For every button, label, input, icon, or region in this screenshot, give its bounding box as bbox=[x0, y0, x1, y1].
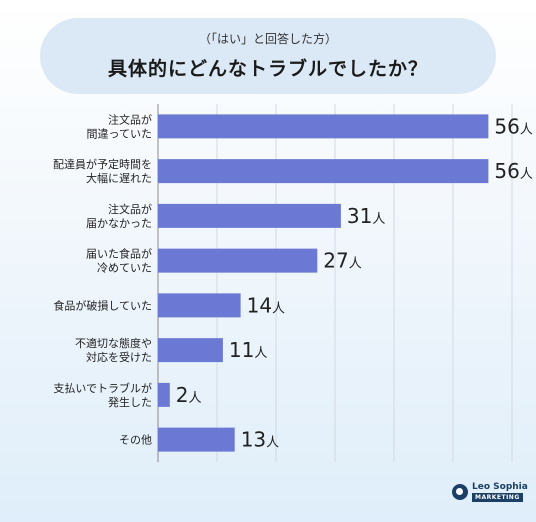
brand-logo: Leo Sophia MARKETING bbox=[452, 482, 528, 504]
value-label: 14人 bbox=[247, 293, 285, 317]
chart-subtitle: （「はい」と回答した方） bbox=[198, 32, 337, 46]
bar bbox=[158, 293, 241, 318]
bar bbox=[158, 248, 318, 273]
value-label: 56人 bbox=[494, 114, 532, 138]
value-label: 27人 bbox=[323, 249, 361, 273]
value-label: 56人 bbox=[494, 159, 532, 183]
bar bbox=[158, 203, 341, 228]
category-label: 注文品が間違っていた bbox=[87, 112, 152, 140]
bar bbox=[158, 382, 170, 407]
category-label: 支払いでトラブルが発生した bbox=[53, 381, 152, 409]
category-label: 配達員が予定時間を大幅に遅れた bbox=[53, 157, 152, 185]
chart-title: 具体的にどんなトラブルでしたか？ bbox=[107, 58, 428, 80]
value-label: 2人 bbox=[176, 383, 202, 407]
bar bbox=[158, 427, 235, 452]
bar bbox=[158, 159, 489, 184]
logo-mark-icon bbox=[452, 484, 468, 500]
value-label: 11人 bbox=[229, 338, 267, 362]
category-label: その他 bbox=[119, 434, 152, 447]
category-label: 注文品が届かなかった bbox=[86, 202, 152, 230]
bar bbox=[158, 338, 223, 363]
title-box: （「はい」と回答した方） 具体的にどんなトラブルでしたか？ bbox=[40, 18, 496, 94]
logo-tag: MARKETING bbox=[472, 493, 523, 502]
value-label: 13人 bbox=[241, 428, 279, 452]
value-label: 31人 bbox=[347, 204, 385, 228]
bar bbox=[158, 114, 489, 139]
logo-name: Leo Sophia bbox=[472, 482, 528, 492]
category-label: 届いた食品が冷めていた bbox=[86, 247, 152, 275]
category-label: 食品が破損していた bbox=[53, 298, 152, 312]
category-label: 不適切な態度や対応を受けた bbox=[75, 336, 152, 364]
